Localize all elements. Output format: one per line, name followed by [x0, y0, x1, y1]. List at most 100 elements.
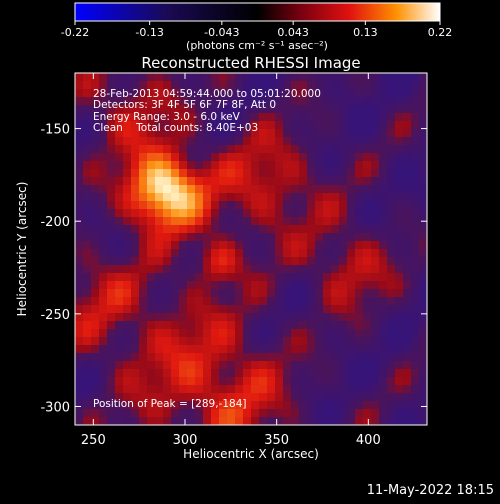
heatmap-cell	[355, 81, 364, 90]
heatmap-cell	[203, 225, 212, 234]
heatmap-cell	[139, 73, 148, 82]
heatmap-cell	[163, 369, 172, 378]
heatmap-cell	[331, 329, 340, 338]
heatmap-cell	[219, 145, 228, 154]
heatmap-cell	[275, 401, 284, 410]
heatmap-cell	[235, 273, 244, 282]
heatmap-cell	[323, 377, 332, 386]
heatmap-cell	[411, 257, 420, 266]
heatmap-cell	[155, 409, 164, 418]
heatmap-cell	[171, 289, 180, 298]
heatmap-cell	[163, 345, 172, 354]
heatmap-cell	[291, 321, 300, 330]
heatmap-cell	[355, 297, 364, 306]
heatmap-cell	[307, 385, 316, 394]
heatmap-cell	[395, 305, 404, 314]
heatmap-cell	[203, 217, 212, 226]
heatmap-cell	[251, 345, 260, 354]
heatmap-cell	[203, 273, 212, 282]
heatmap-cell	[107, 169, 116, 178]
heatmap-cell	[91, 353, 100, 362]
heatmap-cell	[155, 137, 164, 146]
heatmap-cell	[147, 241, 156, 250]
heatmap-cell	[275, 281, 284, 290]
heatmap-cell	[371, 377, 380, 386]
heatmap-cell	[83, 417, 92, 425]
heatmap-cell	[331, 321, 340, 330]
heatmap-cell	[115, 377, 124, 386]
heatmap-cell	[211, 177, 220, 186]
heatmap-cell	[91, 417, 100, 425]
heatmap-cell	[403, 321, 412, 330]
heatmap-cell	[139, 385, 148, 394]
heatmap-cell	[171, 297, 180, 306]
heatmap-cell	[315, 169, 324, 178]
heatmap-cell	[243, 137, 252, 146]
heatmap-cell	[83, 385, 92, 394]
heatmap-cell	[379, 209, 388, 218]
heatmap-cell	[307, 257, 316, 266]
heatmap-cell	[75, 329, 84, 338]
heatmap-cell	[163, 137, 172, 146]
heatmap-cell	[195, 377, 204, 386]
heatmap-cell	[147, 121, 156, 130]
heatmap-cell	[411, 249, 420, 258]
heatmap-cell	[283, 169, 292, 178]
heatmap-cell	[187, 193, 196, 202]
heatmap-cell	[347, 337, 356, 346]
heatmap-cell	[91, 193, 100, 202]
heatmap-cell	[267, 369, 276, 378]
heatmap-cell	[187, 329, 196, 338]
heatmap-cell	[315, 153, 324, 162]
heatmap-cell	[163, 329, 172, 338]
heatmap-cell	[291, 329, 300, 338]
heatmap-cell	[179, 169, 188, 178]
heatmap-cell	[331, 193, 340, 202]
heatmap-cell	[115, 121, 124, 130]
heatmap-cell	[155, 377, 164, 386]
heatmap-cell	[363, 185, 372, 194]
heatmap-cell	[147, 409, 156, 418]
heatmap-cell	[107, 201, 116, 210]
heatmap-cell	[283, 145, 292, 154]
heatmap-cell	[299, 321, 308, 330]
heatmap-cell	[83, 225, 92, 234]
y-tick-label: -200	[40, 215, 70, 230]
heatmap-cell	[83, 185, 92, 194]
heatmap-cell	[403, 265, 412, 274]
heatmap-cell	[283, 377, 292, 386]
heatmap-cell	[131, 377, 140, 386]
heatmap-cell	[291, 105, 300, 114]
heatmap-cell	[195, 417, 204, 425]
heatmap-cell	[187, 353, 196, 362]
heatmap-cell	[251, 137, 260, 146]
heatmap-cell	[243, 73, 252, 82]
heatmap-cell	[299, 361, 308, 370]
heatmap-cell	[83, 105, 92, 114]
heatmap-cell	[259, 121, 268, 130]
heatmap-cell	[403, 121, 412, 130]
heatmap-cell	[291, 81, 300, 90]
heatmap-cell	[403, 217, 412, 226]
heatmap-cell	[267, 217, 276, 226]
y-tick-label: -150	[40, 123, 70, 138]
heatmap-cell	[211, 105, 220, 114]
heatmap-cell	[371, 353, 380, 362]
heatmap-cell	[243, 417, 252, 425]
heatmap-cell	[331, 257, 340, 266]
heatmap-cell	[379, 201, 388, 210]
heatmap-cell	[139, 393, 148, 402]
heatmap-cell	[235, 113, 244, 122]
heatmap-cell	[91, 185, 100, 194]
heatmap-cell	[379, 137, 388, 146]
heatmap-cell	[291, 401, 300, 410]
heatmap-cell	[307, 401, 316, 410]
heatmap-cell	[139, 297, 148, 306]
heatmap-cell	[155, 233, 164, 242]
heatmap-cell	[107, 297, 116, 306]
heatmap-cell	[315, 353, 324, 362]
heatmap-cell	[171, 177, 180, 186]
heatmap-cell	[139, 273, 148, 282]
heatmap-cell	[403, 201, 412, 210]
heatmap-cell	[243, 217, 252, 226]
